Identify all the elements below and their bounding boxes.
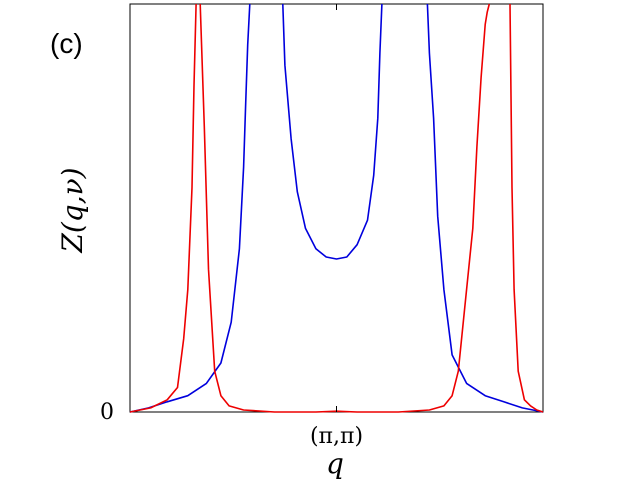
y-axis-label: Z(q,ν) — [56, 167, 89, 253]
series-layer — [129, 3, 544, 413]
series-1-segment-1 — [129, 3, 251, 413]
panel-label: (c) — [50, 28, 83, 59]
series-2-segment-3 — [509, 3, 544, 413]
y-tick-label: 0 — [100, 400, 114, 425]
series-2-segment-2 — [199, 3, 491, 413]
series-2-segment-1 — [129, 3, 197, 413]
x-axis-label: q — [326, 447, 344, 480]
x-tick-label: (π,π) — [310, 424, 363, 449]
series-1-segment-2 — [282, 3, 383, 260]
tick-layer: (π,π) 0 — [100, 4, 363, 449]
series-1-segment-3 — [426, 3, 544, 413]
